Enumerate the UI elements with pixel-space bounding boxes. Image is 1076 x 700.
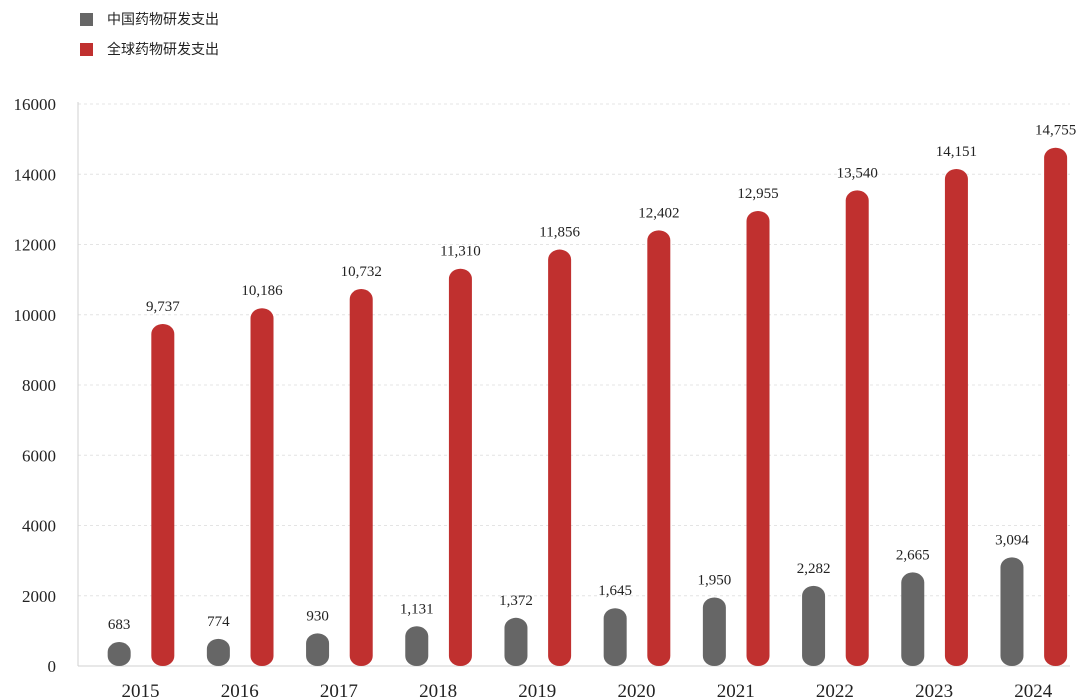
china-data-label: 1,950 (697, 573, 731, 589)
global-data-label: 11,856 (539, 225, 580, 241)
x-tick-label: 2023 (915, 681, 953, 700)
x-tick-label: 2020 (617, 681, 655, 700)
y-tick-label: 10000 (14, 306, 57, 325)
y-tick-label: 8000 (22, 376, 56, 395)
china-data-label: 683 (108, 617, 131, 633)
global-bar (1044, 147, 1068, 667)
china-bar (306, 633, 330, 666)
china-bar (802, 585, 826, 666)
global-bar (349, 289, 373, 666)
y-tick-label: 6000 (22, 446, 56, 465)
china-data-label: 2,282 (797, 561, 831, 577)
x-tick-label: 2024 (1014, 681, 1053, 700)
global-data-label: 14,755 (1035, 123, 1076, 139)
x-tick-label: 2015 (121, 681, 159, 700)
global-data-label: 11,310 (440, 244, 481, 260)
china-bar (702, 597, 726, 666)
y-tick-label: 2000 (22, 587, 56, 606)
legend-swatch-china (80, 12, 93, 26)
china-data-label: 1,131 (400, 601, 434, 617)
china-data-label: 1,645 (598, 583, 632, 599)
china-bar (206, 638, 230, 666)
y-tick-label: 4000 (22, 517, 56, 536)
global-bar (151, 323, 175, 666)
legend-label-global: 全球药物研发支出 (107, 42, 219, 58)
global-bar (647, 230, 671, 666)
y-tick-label: 0 (48, 657, 57, 676)
china-data-label: 3,094 (995, 532, 1029, 548)
global-data-label: 13,540 (837, 165, 878, 181)
global-bar (448, 268, 472, 666)
global-bar (845, 190, 869, 666)
global-bar (944, 168, 968, 667)
china-data-label: 2,665 (896, 547, 930, 563)
legend-item-china: 中国药物研发支出 (80, 8, 219, 30)
china-bar (901, 572, 925, 666)
china-bar (603, 608, 627, 666)
china-data-label: 930 (306, 608, 329, 624)
global-data-label: 14,151 (936, 144, 977, 160)
x-tick-label: 2017 (320, 681, 358, 700)
legend: 中国药物研发支出 全球药物研发支出 (80, 8, 219, 68)
x-tick-label: 2019 (518, 681, 556, 700)
china-data-label: 774 (207, 614, 230, 630)
y-tick-label: 16000 (14, 95, 57, 114)
legend-label-china: 中国药物研发支出 (107, 12, 219, 28)
global-data-label: 10,186 (241, 283, 283, 299)
china-bar (1000, 557, 1024, 666)
china-bar (504, 617, 528, 666)
global-data-label: 9,737 (146, 299, 180, 315)
global-data-label: 12,955 (737, 186, 778, 202)
china-bar (107, 642, 131, 666)
y-tick-label: 14000 (14, 165, 57, 184)
y-tick-label: 12000 (14, 236, 57, 255)
china-bar (405, 626, 429, 666)
china-data-label: 1,372 (499, 593, 533, 609)
x-tick-label: 2022 (816, 681, 854, 700)
global-bar (746, 210, 770, 666)
x-tick-label: 2018 (419, 681, 457, 700)
x-tick-label: 2016 (221, 681, 259, 700)
legend-swatch-global (80, 42, 93, 56)
x-tick-label: 2021 (717, 681, 755, 700)
global-data-label: 12,402 (638, 205, 679, 221)
legend-item-global: 全球药物研发支出 (80, 38, 219, 60)
global-bar (250, 308, 274, 666)
global-bar (548, 249, 572, 667)
global-data-label: 10,732 (341, 264, 382, 280)
